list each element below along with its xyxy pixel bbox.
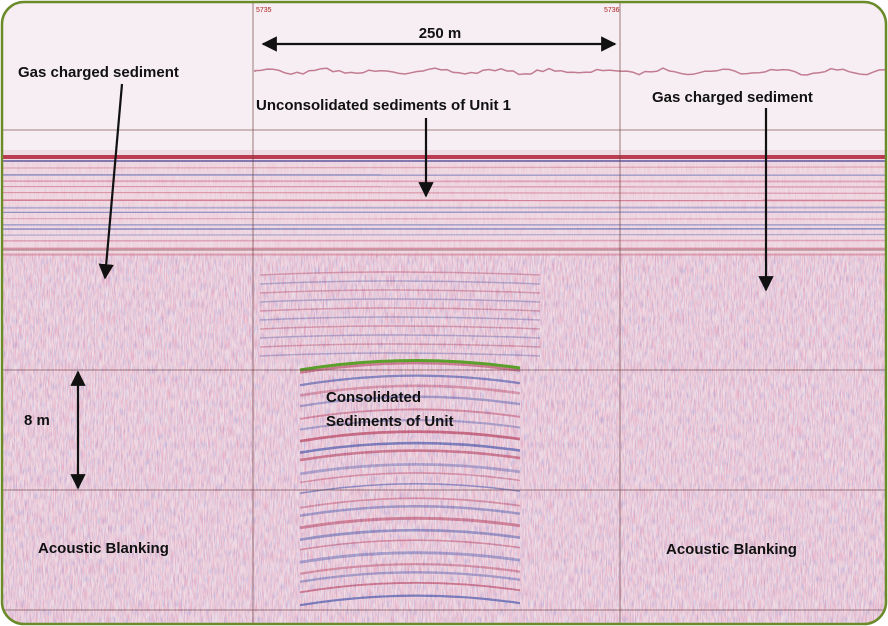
reflector <box>259 343 541 348</box>
reflector <box>299 516 521 530</box>
annotation-arrow <box>98 83 124 280</box>
reflector <box>259 271 541 276</box>
horizon <box>299 358 521 372</box>
reflector <box>299 418 521 431</box>
reflector <box>299 581 521 594</box>
reflector <box>2 166 886 169</box>
reflector <box>259 316 541 321</box>
reflector <box>259 307 541 312</box>
reflector <box>299 505 521 518</box>
reflector <box>299 539 521 551</box>
annotation: Unconsolidated sediments of Unit 1 <box>256 97 511 114</box>
reflectors <box>2 67 886 607</box>
annotation: Consolidated <box>326 389 421 406</box>
reflector <box>299 441 521 454</box>
reflector <box>299 551 521 564</box>
reflector <box>254 67 886 76</box>
annotation: Acoustic Blanking <box>38 540 169 557</box>
reflector <box>299 430 521 443</box>
reflector <box>299 571 521 583</box>
reflector <box>259 352 541 357</box>
reflector <box>259 280 541 285</box>
reflector <box>299 395 521 408</box>
reflector <box>299 528 521 542</box>
reflector <box>299 462 521 476</box>
annotation: Acoustic Blanking <box>666 541 797 558</box>
reflector <box>259 325 541 330</box>
reflector <box>299 563 521 575</box>
reflector <box>299 408 521 420</box>
reflector <box>299 594 521 607</box>
trace-label: 5735 <box>256 7 272 14</box>
reflector <box>259 289 541 294</box>
annotation: Gas charged sediment <box>18 64 179 81</box>
reflector <box>259 334 541 339</box>
reflector <box>2 191 886 194</box>
annotation: Sediments of Unit <box>326 413 454 430</box>
reflector <box>299 497 521 509</box>
reflector <box>299 472 521 484</box>
trace-label: 5736 <box>604 7 620 14</box>
reflector <box>299 449 521 462</box>
reflector <box>299 483 521 495</box>
reflector <box>299 384 521 397</box>
annotation: Gas charged sediment <box>652 89 813 106</box>
scale-label: 8 m <box>24 412 50 429</box>
noise-blue <box>2 255 886 624</box>
scale-label: 250 m <box>419 25 462 42</box>
reflector <box>299 374 521 387</box>
reflector <box>2 218 886 220</box>
reflector <box>2 233 886 236</box>
reflector <box>259 298 541 303</box>
reflector <box>299 361 521 374</box>
